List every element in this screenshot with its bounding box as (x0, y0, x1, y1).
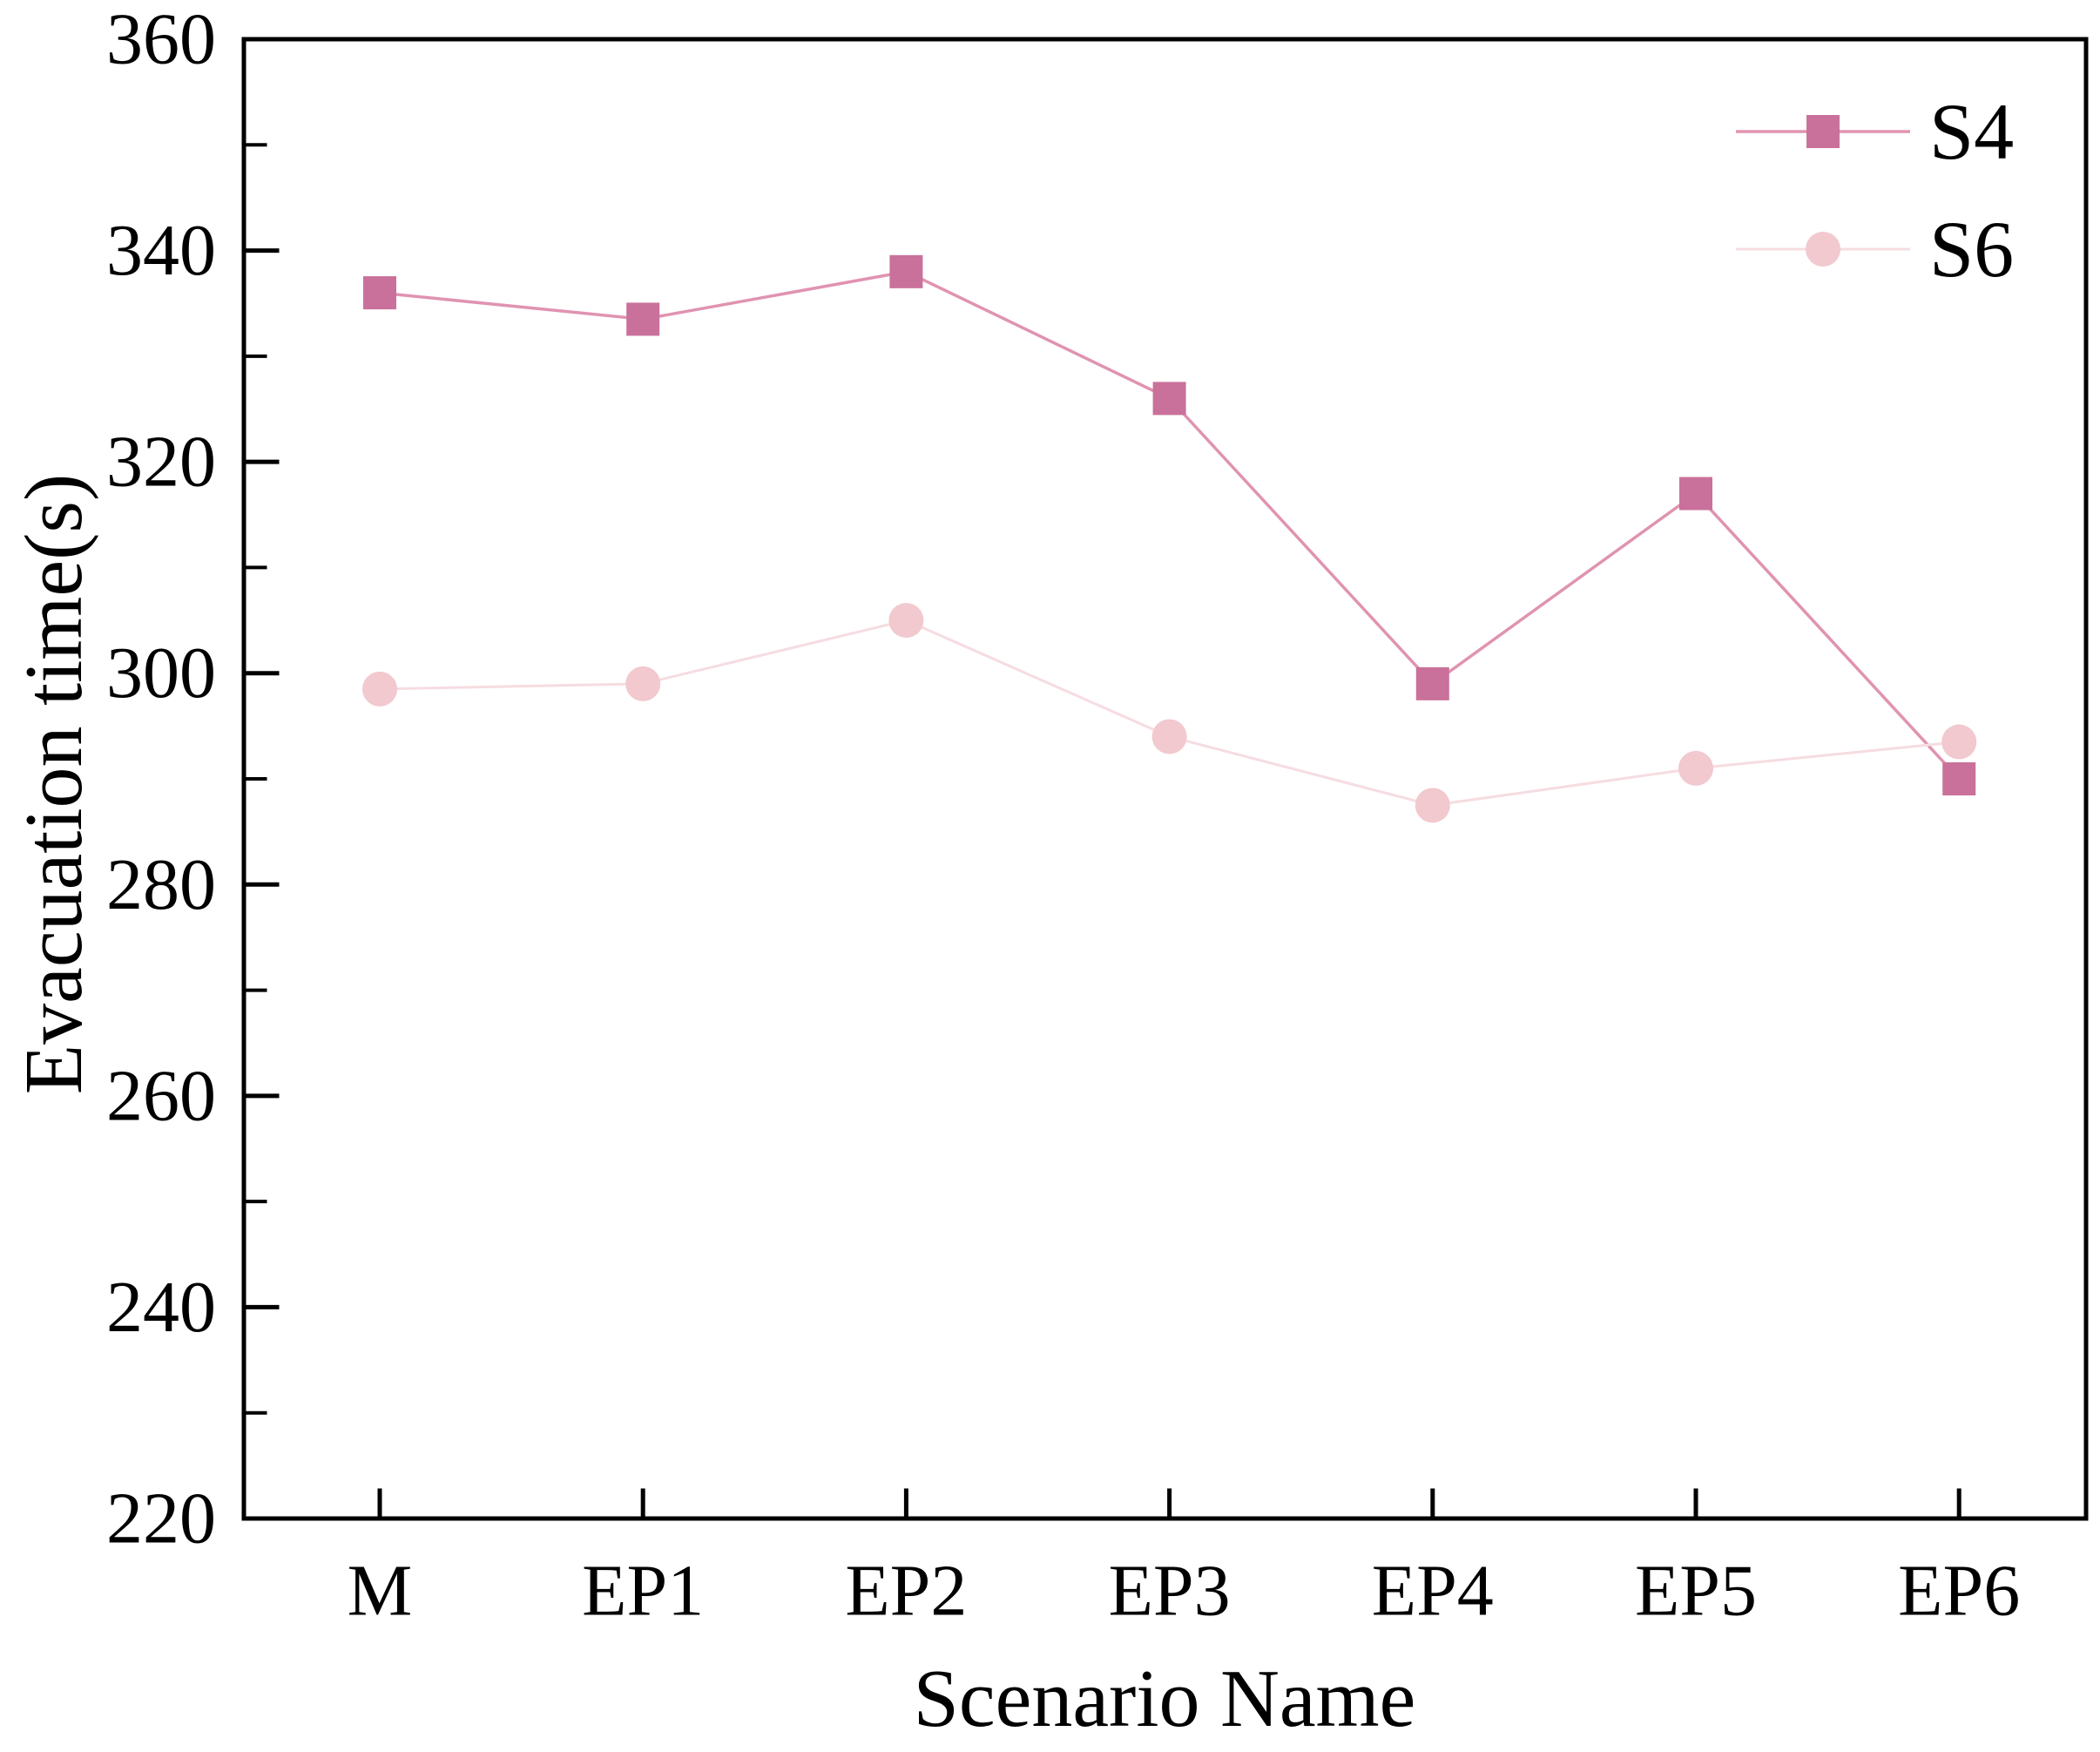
series-line-S6 (379, 619, 1960, 807)
marker-S6-M (362, 671, 397, 707)
x-tick-label: EP2 (845, 1551, 967, 1632)
axis-ticks (246, 37, 1962, 1521)
y-tick-label: 240 (106, 1267, 216, 1348)
legend-label-s6: S6 (1929, 205, 2014, 294)
x-tick-label: EP3 (1109, 1551, 1231, 1632)
legend-label-s4: S4 (1929, 87, 2014, 176)
legend: S4 S6 (1736, 87, 2014, 294)
y-tick-label: 340 (106, 210, 216, 291)
y-tick-label: 300 (106, 632, 216, 714)
marker-S4-EP3 (1152, 382, 1186, 416)
marker-S6-EP1 (625, 666, 661, 701)
x-tick-label: EP5 (1635, 1551, 1757, 1632)
marker-S4-EP4 (1415, 666, 1449, 700)
marker-S6-EP3 (1151, 719, 1187, 754)
y-tick-label: 280 (106, 844, 216, 925)
marker-S4-EP2 (889, 254, 923, 288)
x-tick-label: EP1 (582, 1551, 704, 1632)
marker-S4-M (363, 276, 396, 310)
series-line-S4 (379, 270, 1961, 781)
axis-tick-labels: 220 240 260 280 300 320 340 360 M EP1 EP2 EP3 EP4 EP5… (106, 0, 2020, 1632)
legend-marker-S6 (1806, 232, 1840, 267)
legend-marker-S4 (1806, 115, 1840, 148)
y-tick-label: 260 (106, 1055, 216, 1136)
marker-S4-EP6 (1942, 762, 1976, 795)
marker-S6-EP4 (1415, 788, 1450, 823)
y-tick-label: 220 (106, 1478, 216, 1559)
x-tick-label: M (348, 1551, 413, 1632)
data-series (362, 254, 1977, 823)
marker-S4-EP1 (626, 302, 660, 336)
x-axis-title: Scenario Name (914, 1654, 1416, 1744)
legend-swatches (1736, 115, 1910, 267)
x-tick-label: EP4 (1372, 1551, 1494, 1632)
y-tick-label: 320 (106, 422, 216, 503)
marker-S6-EP5 (1678, 750, 1713, 786)
marker-S6-EP6 (1941, 724, 1977, 760)
plot-frame (241, 37, 2089, 1521)
marker-S4-EP5 (1679, 477, 1712, 511)
y-tick-label: 360 (106, 0, 216, 80)
marker-S6-EP2 (888, 603, 924, 639)
x-tick-label: EP6 (1898, 1551, 2020, 1632)
y-axis-title: Evacuation time(s) (9, 474, 99, 1095)
